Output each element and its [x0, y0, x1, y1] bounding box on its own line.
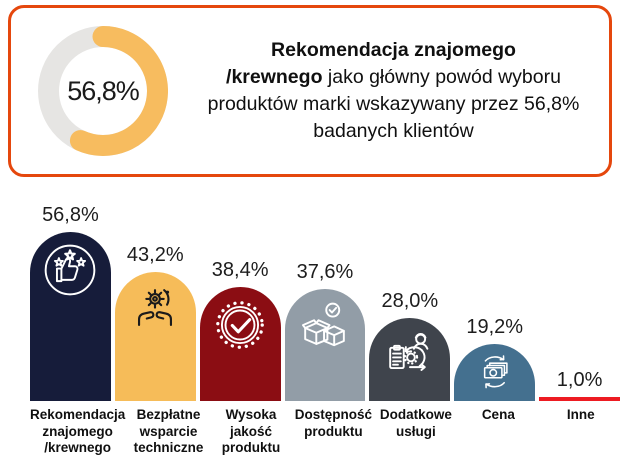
- bar-column-5: 28,0%: [369, 190, 451, 401]
- headline-bold-1: Rekomendacja znajomego: [271, 39, 516, 61]
- bar-segment: [30, 232, 111, 401]
- bar-value-label: 28,0%: [381, 290, 439, 312]
- summary-card: 56,8% Rekomendacja znajomego /krewnego j…: [8, 5, 612, 177]
- bar-column-2: 43,2%: [114, 190, 196, 401]
- bar-category-label: Rekomendacja znajomego/krewnego: [30, 407, 126, 455]
- bar-segment: [284, 289, 366, 401]
- bar-segment: [369, 318, 451, 401]
- headline: Rekomendacja znajomego /krewnego jako gł…: [168, 37, 609, 145]
- bar-value-label: 43,2%: [126, 244, 184, 266]
- bar-value-label: 19,2%: [466, 316, 524, 338]
- headline-rest: jako główny powód wyboru produktów marki…: [207, 66, 580, 142]
- headline-bold-2: /krewnego: [226, 66, 323, 88]
- bar-chart-labels: Rekomendacja znajomego/krewnego Bezpłatne w…: [30, 407, 620, 457]
- bar-segment: [199, 287, 281, 401]
- donut-percent-label: 56,8%: [67, 75, 140, 106]
- boxes-check-icon: [296, 298, 354, 356]
- thumbs-up-stars-icon: [41, 241, 99, 299]
- hands-gear-icon: [126, 281, 184, 339]
- bar-category-label: Cena: [481, 407, 515, 422]
- badge-check-icon: [211, 296, 269, 354]
- bar-value-label: 38,4%: [211, 259, 269, 281]
- bar-value-label: 56,8%: [42, 204, 99, 226]
- bar-category-label: Dodatkowe usługi: [379, 407, 452, 439]
- donut-svg: [38, 26, 168, 156]
- donut-chart: 56,8%: [38, 26, 168, 156]
- bar-column-1: 56,8%: [30, 190, 111, 401]
- bar-category-label: Wysoka jakość produktu: [221, 407, 281, 455]
- bar-segment: [539, 397, 620, 401]
- bar-segment: [454, 344, 536, 401]
- bar-column-6: 19,2%: [454, 190, 536, 401]
- bar-category-label: Dostępność produktu: [294, 407, 373, 439]
- bar-chart: 56,8% 43,2% 38,4% 37,6% 28,0%: [30, 190, 620, 401]
- bar-category-label: Inne: [566, 407, 595, 422]
- bar-column-3: 38,4%: [199, 190, 281, 401]
- bar-column-7: 1,0%: [539, 190, 620, 401]
- bar-column-4: 37,6%: [284, 190, 366, 401]
- clipboard-cycle-icon: [381, 327, 439, 385]
- bar-value-label: 1,0%: [556, 369, 603, 391]
- donut-value-arc: [69, 26, 168, 156]
- bar-segment: [114, 272, 196, 401]
- bar-value-label: 37,6%: [296, 261, 354, 283]
- bar-category-label: Bezpłatne wsparcie techniczne: [133, 407, 204, 455]
- money-cycle-icon: [472, 349, 518, 395]
